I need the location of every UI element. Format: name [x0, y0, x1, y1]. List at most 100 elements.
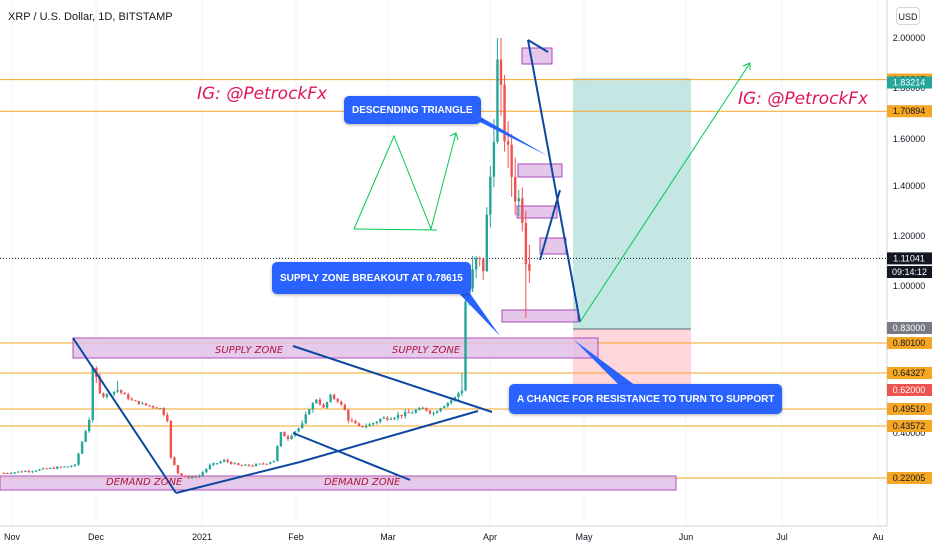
price-tag-label: 0.49510: [893, 404, 926, 414]
price-tag-label: 1.70894: [893, 106, 926, 116]
time-tick-label: Nov: [4, 532, 21, 542]
demand-zone-label-left: DEMAND ZONE: [106, 477, 183, 488]
candle-body: [162, 407, 165, 415]
price-tick-label: 1.20000: [893, 231, 926, 241]
trendline-8: [539, 189, 561, 261]
time-tick-label: 2021: [192, 532, 212, 542]
candle-body: [325, 401, 329, 408]
chart-title: XRP / U.S. Dollar, 1D, BITSTAMP: [8, 11, 173, 23]
candle-body: [276, 446, 279, 461]
candle-body: [41, 468, 45, 470]
stop-price-tag: [887, 384, 932, 396]
candle-body: [48, 467, 52, 469]
candle-body: [403, 412, 407, 417]
candle-body: [251, 465, 254, 467]
time-tick-label: May: [575, 532, 593, 542]
currency-button[interactable]: USD: [896, 7, 920, 25]
candle-body: [244, 464, 247, 466]
price-tag: [887, 367, 932, 379]
pointer-resistance: [574, 340, 636, 386]
demand-zone-box: [0, 475, 677, 491]
candle-body: [418, 408, 421, 410]
candle-body: [98, 376, 102, 394]
supply-zone-label-left: SUPPLY ZONE: [215, 345, 284, 356]
arrow-head-zig: [449, 132, 459, 141]
watermark-left: IG: @PetrockFx: [197, 84, 328, 104]
price-tick-label: 1.60000: [893, 134, 926, 144]
candle-body: [254, 464, 258, 467]
candle-body: [222, 459, 226, 462]
candle-body: [261, 463, 265, 465]
trendlines: [72, 39, 581, 494]
candle-body: [201, 472, 204, 476]
callout-descending-triangle: DESCENDING TRIANGLE: [344, 96, 481, 124]
candle-body: [127, 394, 130, 399]
arrow-head-top: [742, 62, 751, 70]
candle-body: [73, 464, 77, 467]
candle-body: [190, 476, 194, 479]
candle-body: [166, 414, 169, 421]
pointer-breakout: [448, 282, 500, 336]
price-tag: [887, 472, 932, 484]
candle-body: [329, 394, 332, 402]
candle-body: [318, 399, 322, 405]
trendline-3: [292, 345, 493, 413]
supply-zone-box: [72, 337, 599, 359]
forecast-arrow: [579, 62, 751, 323]
candle-body: [524, 222, 528, 264]
candle-body: [311, 403, 315, 410]
candle-body: [169, 420, 173, 458]
candle-body: [208, 464, 212, 470]
candle-body: [517, 198, 520, 202]
candle-body: [194, 476, 197, 478]
candle-body: [258, 463, 261, 465]
trendline-6: [527, 39, 581, 323]
candle-body: [428, 410, 432, 414]
callout-resistance-support: A CHANCE FOR RESISTANCE TO TURN TO SUPPO…: [509, 384, 783, 414]
candle-body: [375, 421, 378, 424]
candle-body: [198, 475, 201, 477]
candle-body: [247, 464, 251, 466]
candle-body: [84, 431, 87, 442]
time-axis[interactable]: [0, 526, 887, 550]
price-tag-label: 0.22005: [893, 473, 926, 483]
candle-body: [130, 398, 133, 401]
candle-body: [301, 423, 304, 429]
candle-body: [123, 392, 126, 395]
candle-body: [372, 423, 375, 425]
candle-body: [17, 471, 20, 473]
candle-body: [496, 59, 499, 142]
candle-body: [425, 407, 428, 411]
trendline-4: [292, 432, 411, 481]
last-price-tag-label: 1.11041: [893, 253, 925, 263]
candle-body: [279, 432, 283, 447]
trendline-2: [175, 461, 301, 494]
candle-body: [80, 441, 84, 454]
candle-body: [514, 176, 517, 202]
candle-body: [414, 409, 417, 413]
candle-body: [183, 475, 187, 477]
candle-body: [31, 471, 34, 473]
candle-body: [119, 390, 123, 393]
candle-body: [471, 269, 474, 289]
candle-body: [180, 473, 183, 476]
candle-body: [212, 463, 215, 465]
candle-body: [240, 465, 244, 467]
candle-body: [187, 476, 190, 479]
candle-body: [215, 463, 219, 465]
candle-body: [141, 403, 144, 405]
candle-body: [134, 400, 137, 402]
pointer-descending: [460, 112, 548, 156]
candle-body: [482, 258, 485, 272]
time-tick-label: Feb: [288, 532, 304, 542]
candle-body: [290, 435, 293, 440]
time-tick-label: Jul: [776, 532, 788, 542]
candle-body: [450, 400, 453, 403]
candle-body: [340, 401, 343, 405]
candle-body: [155, 407, 158, 409]
stop-price-tag-label: 0.62000: [893, 385, 926, 395]
price-tag: [887, 105, 932, 118]
price-tag-label: 0.64327: [893, 368, 926, 378]
pattern-zigzag: [353, 132, 457, 231]
